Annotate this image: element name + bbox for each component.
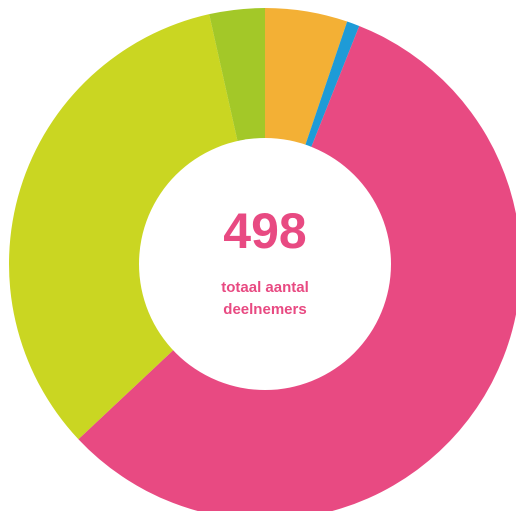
- center-total-value: 498: [223, 203, 306, 259]
- donut-slice-4: [9, 14, 266, 440]
- center-caption-line-2: deelnemers: [223, 301, 306, 318]
- center-caption-line-1: totaal aantal: [221, 279, 309, 296]
- donut-center-hole: [139, 138, 391, 390]
